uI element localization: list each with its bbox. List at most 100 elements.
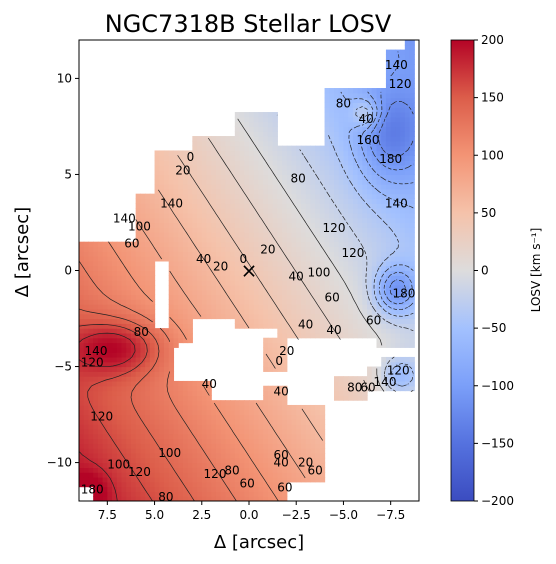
field-cell — [168, 246, 175, 252]
field-cell — [390, 131, 396, 137]
field-cell — [343, 246, 349, 252]
field-cell — [381, 193, 387, 200]
field-cell — [159, 404, 165, 411]
field-cell — [135, 371, 141, 377]
field-cell — [140, 347, 146, 353]
field-cell — [319, 323, 326, 329]
field-cell — [390, 328, 396, 334]
field-cell — [282, 232, 288, 238]
field-cell — [277, 188, 283, 195]
field-cell — [352, 179, 359, 185]
field-cell — [201, 208, 208, 214]
field-cell — [404, 112, 411, 118]
field-cell — [239, 256, 245, 262]
field-cell — [362, 260, 368, 267]
field-cell — [187, 409, 193, 416]
field-cell — [272, 409, 278, 416]
field-cell — [315, 323, 321, 329]
field-cell — [300, 424, 307, 430]
field-cell — [159, 169, 165, 176]
field-cell — [282, 409, 288, 416]
field-cell — [187, 318, 193, 324]
field-cell — [272, 246, 278, 252]
field-cell — [343, 155, 349, 161]
field-cell — [357, 222, 363, 228]
field-cell — [362, 299, 368, 305]
field-cell — [263, 193, 269, 200]
field-cell — [83, 419, 90, 425]
field-cell — [116, 481, 123, 488]
field-cell — [107, 443, 113, 449]
field-cell — [310, 179, 316, 185]
field-cell — [291, 198, 297, 204]
field-cell — [253, 131, 260, 137]
field-cell — [244, 457, 250, 464]
field-cell — [390, 299, 396, 305]
field-cell — [282, 193, 288, 200]
field-cell — [338, 275, 345, 281]
field-cell — [97, 371, 104, 377]
field-cell — [324, 198, 330, 204]
field-cell — [178, 385, 184, 392]
field-cell — [329, 232, 335, 238]
field-cell — [385, 313, 392, 320]
field-cell — [315, 155, 321, 161]
field-cell — [83, 332, 90, 339]
field-cell — [135, 232, 141, 238]
field-cell — [244, 448, 250, 454]
field-cell — [93, 313, 99, 320]
field-cell — [376, 212, 382, 219]
field-cell — [135, 251, 141, 257]
field-cell — [390, 107, 396, 113]
field-cell — [149, 299, 156, 305]
field-cell — [93, 251, 99, 257]
field-cell — [390, 88, 396, 94]
field-cell — [126, 400, 132, 406]
field-cell — [249, 112, 255, 118]
field-cell — [201, 452, 208, 459]
field-cell — [135, 236, 141, 243]
field-cell — [102, 376, 108, 382]
field-cell — [315, 241, 321, 248]
field-cell — [192, 164, 198, 171]
field-cell — [272, 323, 278, 329]
field-cell — [338, 332, 345, 339]
field-cell — [130, 256, 137, 262]
field-cell — [324, 241, 330, 248]
contour-line — [177, 155, 299, 340]
field-cell — [334, 179, 340, 185]
field-cell — [107, 323, 113, 329]
field-cell — [329, 284, 335, 291]
field-cell — [253, 217, 260, 224]
field-cell — [206, 409, 212, 416]
field-cell — [192, 438, 198, 444]
field-cell — [277, 400, 283, 406]
field-cell — [192, 155, 198, 161]
field-cell — [112, 246, 118, 252]
field-cell — [395, 361, 401, 368]
field-cell — [390, 68, 396, 75]
field-cell — [362, 332, 368, 339]
field-cell — [182, 208, 189, 214]
field-cell — [267, 467, 274, 473]
field-cell — [145, 198, 151, 204]
field-cell — [164, 404, 170, 411]
field-cell — [145, 222, 151, 228]
field-cell — [211, 136, 217, 142]
field-cell — [192, 299, 198, 305]
field-cell — [201, 457, 208, 464]
field-cell — [168, 169, 175, 176]
field-cell — [140, 395, 146, 401]
field-cell — [220, 424, 226, 430]
field-cell — [362, 275, 368, 281]
field-cell — [121, 424, 127, 430]
field-cell — [244, 203, 250, 209]
field-cell — [376, 246, 382, 252]
field-cell — [334, 376, 340, 382]
field-cell — [253, 462, 260, 468]
field-cell — [305, 304, 311, 310]
field-cell — [97, 438, 104, 444]
field-cell — [149, 366, 156, 372]
field-cell — [367, 174, 373, 180]
field-cell — [126, 318, 132, 324]
